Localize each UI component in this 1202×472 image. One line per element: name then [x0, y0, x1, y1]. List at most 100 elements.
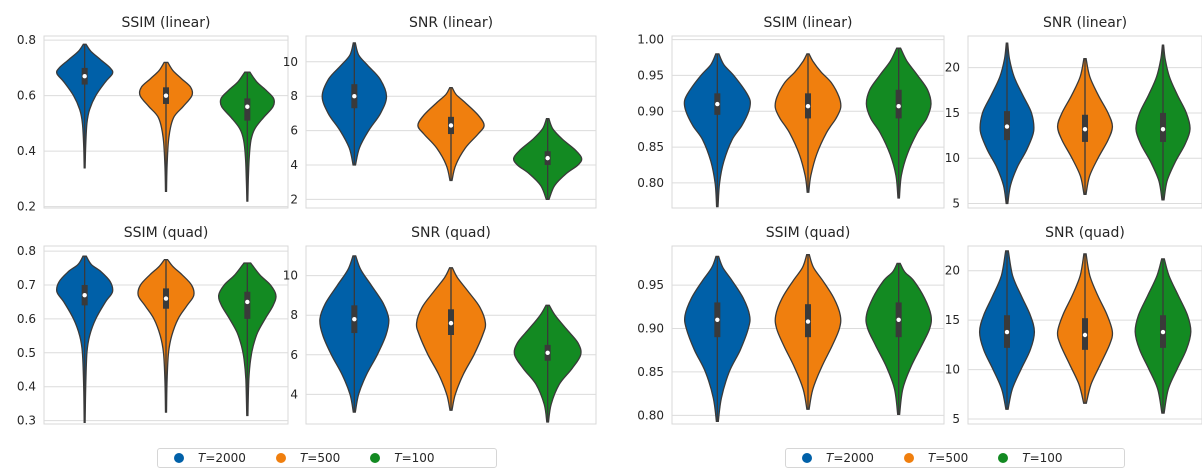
- y-tick-label: 6: [290, 124, 298, 138]
- legend-dot-icon: [998, 453, 1009, 463]
- y-tick-label: 0.7: [17, 278, 36, 292]
- panel-title: SNR (quad): [411, 225, 491, 241]
- y-tick-label: 0.8: [17, 33, 36, 47]
- violin-median: [545, 155, 550, 161]
- violin-median: [805, 104, 811, 109]
- panel-title: SSIM (linear): [122, 15, 211, 31]
- y-tick-label: 0.2: [17, 200, 36, 214]
- violin-median: [82, 74, 87, 79]
- violin-iqr: [244, 98, 251, 121]
- panel-title: SSIM (quad): [124, 225, 209, 241]
- y-tick-label: 15: [945, 106, 960, 120]
- y-tick-label: 2: [290, 192, 298, 206]
- panel-right-snr-quad: 5 10 15 20 SNR (quad): [945, 225, 1202, 426]
- legend-left: T=2000 T=500 T=100: [157, 448, 497, 468]
- legend-item-t100: T=100: [998, 451, 1063, 465]
- panel-left-ssim-quad: 0.3 0.4 0.5 0.6 0.7 0.8 SSIM (quad): [17, 225, 289, 428]
- legend-item-t100: T=100: [370, 451, 435, 465]
- y-tick-label: 20: [945, 61, 960, 75]
- violins: [683, 254, 933, 423]
- panel-title: SNR (linear): [1043, 15, 1127, 31]
- violin-median: [163, 296, 169, 301]
- y-tick-label: 15: [945, 313, 960, 327]
- y-tick-label: 0.80: [637, 176, 664, 190]
- y-tick-label: 0.5: [17, 346, 36, 360]
- panel-left-snr-quad: 4 6 8 10 SNR (quad): [283, 225, 597, 425]
- violin-median: [545, 350, 550, 355]
- panel-right-ssim-linear: 0.80 0.85 0.90 0.95 1.00 SSIM (linear): [637, 15, 945, 209]
- violin-median: [1082, 127, 1088, 132]
- legend-dot-icon: [903, 453, 914, 463]
- y-tick-label: 0.90: [637, 104, 664, 118]
- y-tick-label: 0.95: [637, 278, 664, 292]
- y-tick-label: 10: [283, 269, 298, 283]
- violins: [321, 42, 583, 201]
- y-tick-label: 4: [290, 387, 298, 401]
- legend-dot-icon: [802, 453, 812, 463]
- violin-median: [1004, 124, 1010, 129]
- y-tick-label: 0.6: [17, 89, 36, 103]
- y-tick-label: 10: [945, 363, 960, 377]
- violin-median: [805, 319, 811, 324]
- panel-title: SNR (quad): [1045, 225, 1125, 241]
- y-tick-label: 10: [283, 55, 298, 69]
- violins: [979, 42, 1191, 205]
- violins: [978, 250, 1192, 414]
- violin-median: [245, 299, 250, 305]
- y-tick-label: 0.85: [637, 365, 664, 379]
- panel-left-ssim-linear: 0.2 0.4 0.6 0.8 SSIM (linear): [17, 15, 289, 214]
- legend-item-t500: T=500: [275, 451, 340, 465]
- violin-median: [1160, 329, 1166, 335]
- legend-dot-icon: [275, 453, 286, 463]
- violin-median: [896, 317, 901, 323]
- y-tick-label: 20: [945, 264, 960, 278]
- violin-median: [448, 123, 454, 128]
- violins: [319, 255, 582, 423]
- y-tick-label: 0.90: [637, 321, 664, 335]
- y-tick-label: 10: [945, 151, 960, 165]
- legend-right: T=2000 T=500 T=100: [785, 448, 1125, 468]
- violin-median: [1004, 329, 1010, 335]
- violin-median: [715, 317, 720, 323]
- panel-title: SSIM (quad): [766, 225, 851, 241]
- violin-median: [163, 93, 169, 98]
- violin-median: [352, 316, 357, 322]
- violin-median: [448, 320, 454, 326]
- legend-item-t2000: T=2000: [802, 451, 874, 465]
- y-tick-label: 0.6: [17, 312, 36, 326]
- panel-left-snr-linear: 2 4 6 8 10 SNR (linear): [283, 15, 597, 209]
- y-tick-label: 5: [952, 412, 960, 426]
- violin-median: [1160, 127, 1166, 132]
- violin-iqr: [244, 291, 251, 319]
- legend-dot-icon: [174, 453, 184, 463]
- y-tick-label: 8: [290, 308, 298, 322]
- y-tick-label: 6: [290, 348, 298, 362]
- y-tick-label: 1.00: [637, 33, 664, 47]
- panel-title: SNR (linear): [409, 15, 493, 31]
- y-tick-label: 0.8: [17, 244, 36, 258]
- violin-median: [82, 292, 87, 298]
- violin-median: [245, 104, 250, 109]
- y-tick-label: 0.85: [637, 140, 664, 154]
- y-tick-label: 0.4: [17, 144, 36, 158]
- y-tick-label: 5: [952, 196, 960, 210]
- violins: [683, 47, 932, 208]
- legend-item-t2000: T=2000: [174, 451, 246, 465]
- violin-median: [1082, 332, 1088, 338]
- y-tick-label: 0.3: [17, 414, 36, 428]
- y-tick-label: 0.80: [637, 408, 664, 422]
- legend-item-t500: T=500: [903, 451, 968, 465]
- legend-dot-icon: [370, 453, 381, 463]
- panel-right-ssim-quad: 0.80 0.85 0.90 0.95 SSIM (quad): [637, 225, 945, 425]
- y-tick-label: 8: [290, 89, 298, 103]
- violins: [55, 43, 276, 202]
- panel-title: SSIM (linear): [764, 15, 853, 31]
- violin-median: [896, 104, 901, 109]
- violin-median: [715, 101, 720, 107]
- violins: [55, 255, 277, 423]
- violin-median: [352, 94, 357, 99]
- y-tick-label: 4: [290, 158, 298, 172]
- panel-right-snr-linear: 5 10 15 20 SNR (linear): [945, 15, 1202, 210]
- y-tick-label: 0.95: [637, 68, 664, 82]
